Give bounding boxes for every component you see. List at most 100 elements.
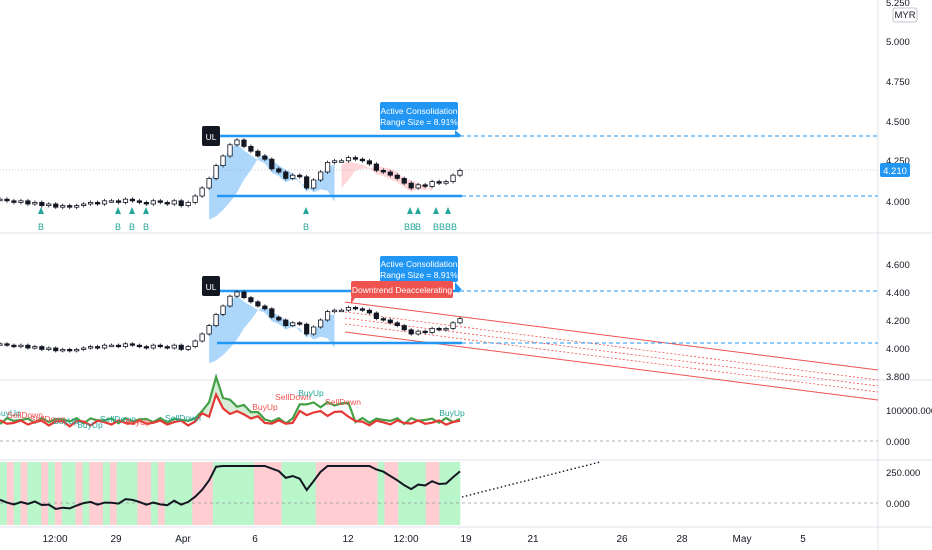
candle-body <box>366 309 372 314</box>
price-label: 4.000 <box>886 344 910 355</box>
ul-tag[interactable] <box>202 126 220 146</box>
candle-body <box>324 161 331 173</box>
candle-body <box>359 308 366 311</box>
volume-annotation: SellDown <box>275 392 311 402</box>
candle-body <box>380 169 386 173</box>
candle-body <box>457 318 463 324</box>
ul-tag[interactable] <box>202 276 220 296</box>
channel-line <box>344 317 879 387</box>
consolidation-label-line2: (Range Size = 8.91%) <box>377 117 461 127</box>
buy-signal-arrow <box>445 207 451 214</box>
candle-body <box>94 201 101 205</box>
candle-body <box>157 344 163 348</box>
candle-body <box>143 201 149 205</box>
candle-body <box>415 184 421 189</box>
ul-tag-text: UL <box>206 282 217 292</box>
candle-body <box>81 347 87 350</box>
candle-body <box>283 319 289 326</box>
candle-body <box>331 309 338 313</box>
candle-body <box>352 306 359 310</box>
time-label: 26 <box>616 534 628 545</box>
candle-body <box>415 330 421 335</box>
candle-body <box>18 200 24 203</box>
osc-band <box>247 462 255 525</box>
osc-band <box>295 462 303 525</box>
osc-band <box>453 462 461 525</box>
osc-band <box>308 462 317 525</box>
currency-badge[interactable] <box>892 7 918 23</box>
channel-line <box>344 311 879 381</box>
volume-annotation: SellDown <box>30 414 66 424</box>
candle-body <box>311 179 317 189</box>
candle-body <box>74 205 80 208</box>
candle-body <box>380 318 386 321</box>
osc-band <box>384 462 392 525</box>
osc-band <box>178 462 186 525</box>
osc-band <box>130 462 138 525</box>
main-panel: B B B B B BBB B BBB UL Active Consolidation (Ra… <box>0 102 878 232</box>
candle-body <box>227 144 233 157</box>
volume-annotation: SellDown <box>7 410 43 420</box>
osc-band <box>0 462 8 525</box>
osc-band <box>398 462 406 525</box>
candle-body <box>53 347 59 352</box>
candle-body <box>387 171 393 176</box>
osc-band <box>233 462 241 525</box>
time-label: 5 <box>800 534 806 545</box>
osc-band <box>205 462 214 525</box>
consolidation-label[interactable] <box>380 256 458 282</box>
candle-body <box>241 291 247 298</box>
candle-body <box>25 200 31 205</box>
candle-body <box>429 327 435 333</box>
consolidation-label-pointer <box>455 282 462 290</box>
osc-label: 250.000 <box>886 468 920 479</box>
buy-signal-label: B <box>115 222 121 232</box>
price-label: 5.000 <box>886 37 910 48</box>
osc-band <box>27 462 35 525</box>
oscillator-panel <box>0 461 878 511</box>
volume-annotation: BuyUp <box>252 402 278 412</box>
buy-signal-label: B <box>129 222 135 232</box>
channel-line <box>344 323 879 393</box>
candle-body <box>297 174 303 178</box>
price-label: 4.400 <box>886 288 910 299</box>
candle-body <box>122 198 129 203</box>
candle-body <box>290 322 296 326</box>
osc-band <box>164 462 172 525</box>
candle-body <box>206 325 212 335</box>
candle-body <box>25 344 31 349</box>
osc-band <box>54 462 63 525</box>
osc-band <box>370 462 378 525</box>
price-label: 4.750 <box>886 77 910 88</box>
osc-band <box>363 462 372 525</box>
candle-body <box>46 347 52 350</box>
osc-band <box>48 462 56 525</box>
candle-body <box>101 344 108 349</box>
osc-band <box>109 462 118 525</box>
osc-band <box>267 462 275 525</box>
volume-annotation: SellDown <box>325 397 361 407</box>
osc-band <box>199 462 207 525</box>
time-label: 12:00 <box>393 534 418 545</box>
candle-body <box>94 346 101 349</box>
candle-body <box>248 145 254 152</box>
candle-body <box>366 160 372 165</box>
osc-band <box>157 462 166 525</box>
oscillator-projection <box>461 461 601 498</box>
candle-body <box>74 348 80 352</box>
candle-body <box>255 301 261 307</box>
trend-label[interactable] <box>351 281 453 298</box>
buy-signal-arrow <box>115 207 121 214</box>
buy-signal-label: B <box>303 222 309 232</box>
candle-body <box>227 295 233 307</box>
candle-body <box>46 203 52 206</box>
candle-body <box>311 326 317 335</box>
sell-volume-line <box>0 391 461 428</box>
candle-body <box>206 177 212 189</box>
candle-body <box>0 198 3 202</box>
osc-band <box>391 462 399 525</box>
candle-body <box>318 319 324 328</box>
candle-body <box>345 306 352 311</box>
candle-body <box>318 171 324 181</box>
consolidation-label[interactable] <box>380 102 458 130</box>
